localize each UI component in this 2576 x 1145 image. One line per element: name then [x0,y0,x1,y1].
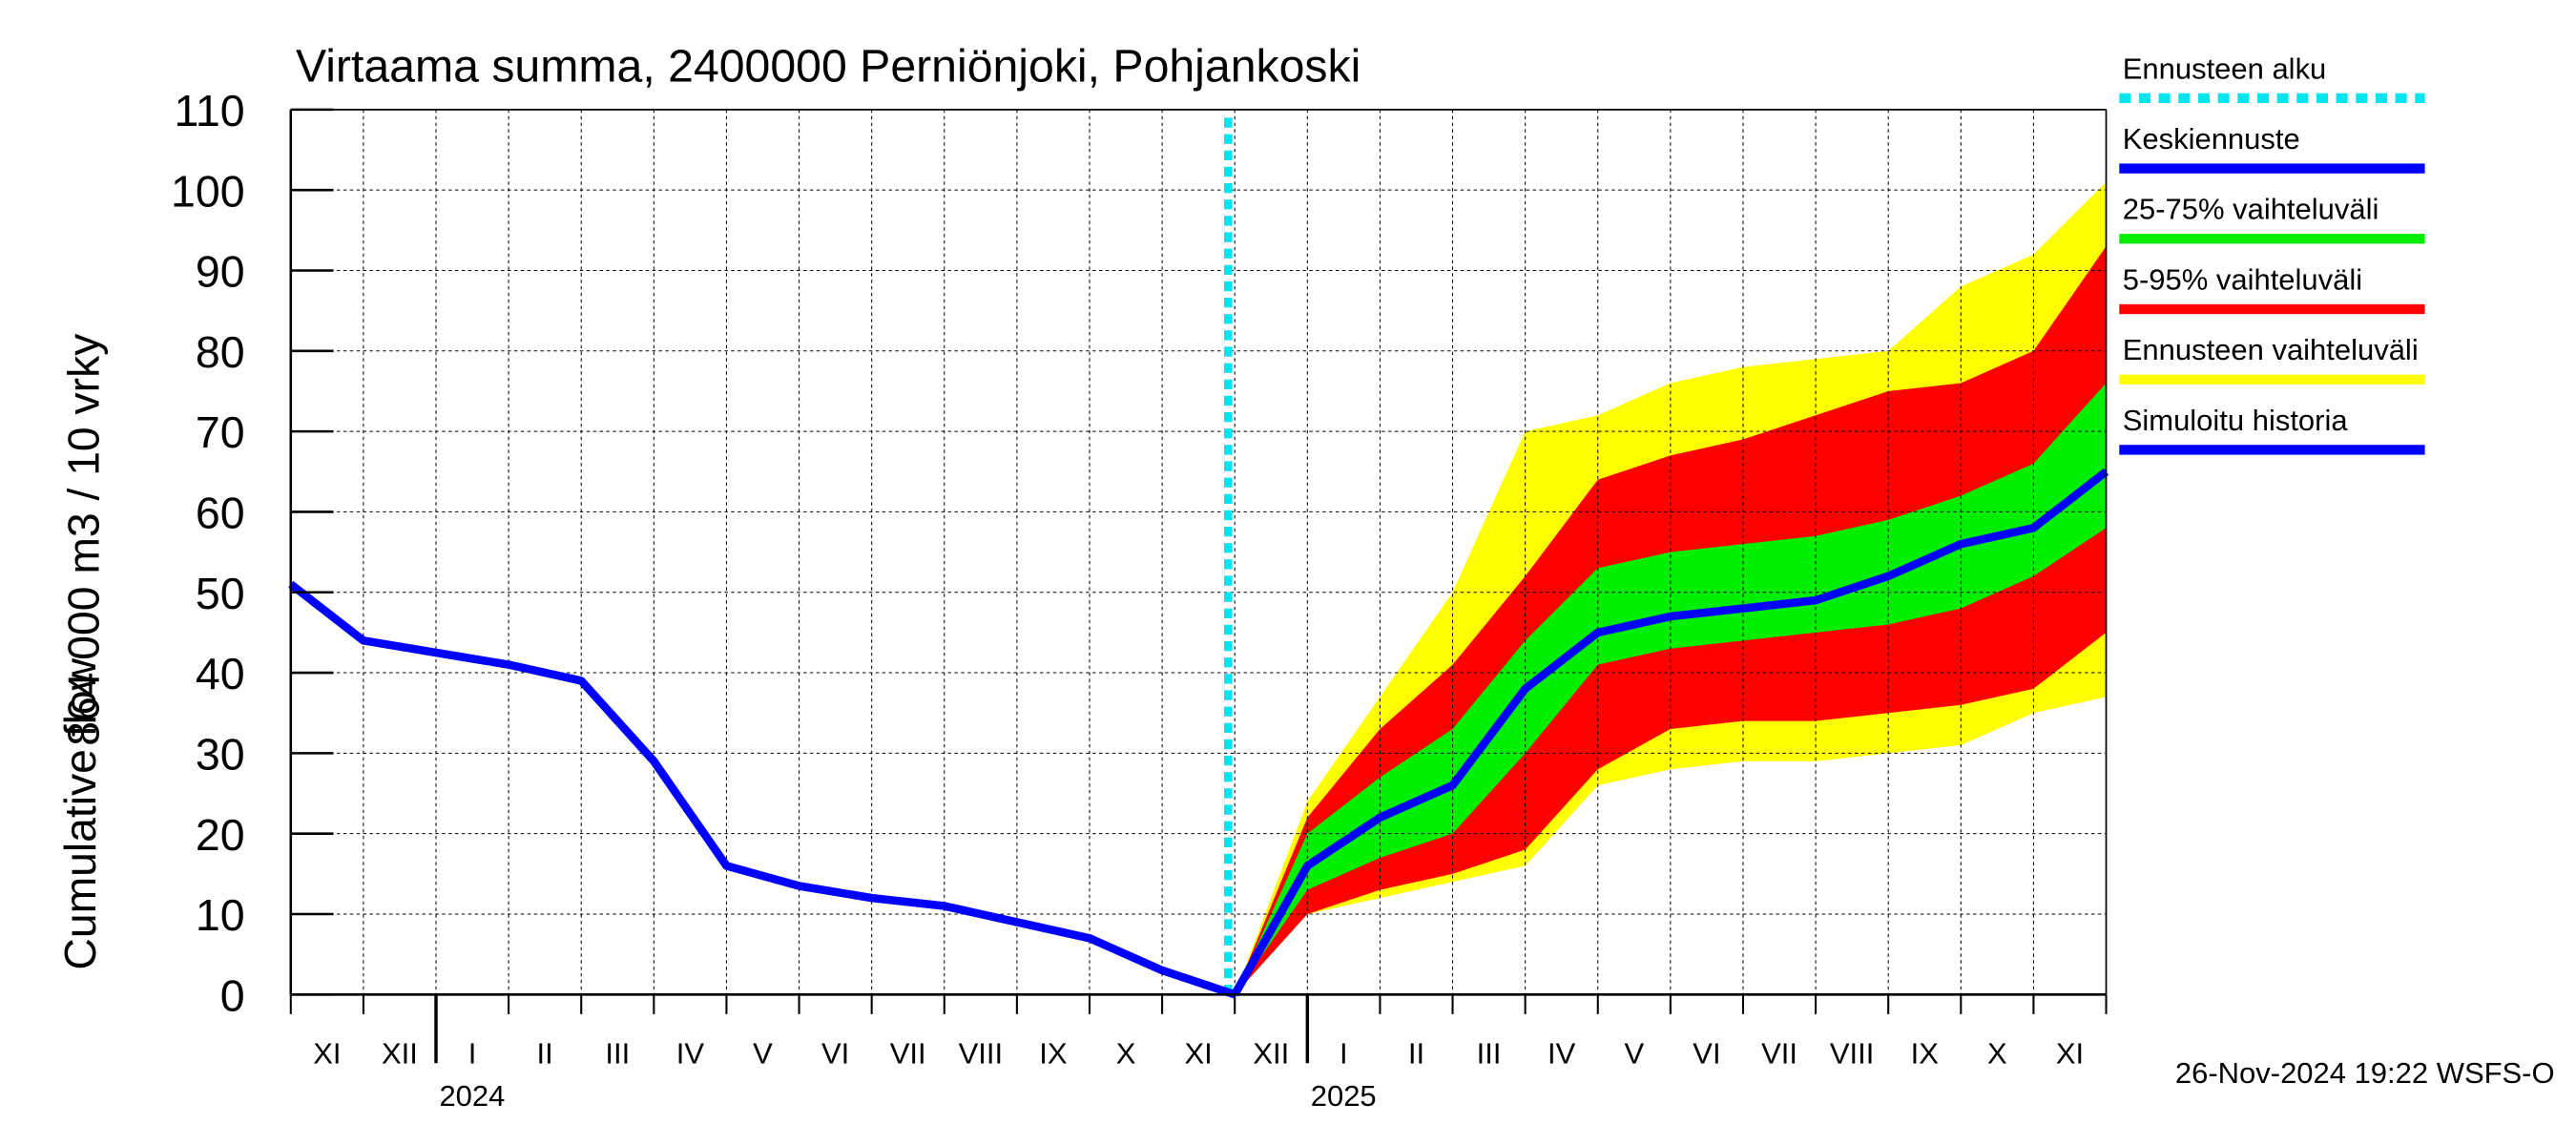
series-line [1231,468,2109,997]
y-tick-label: 30 [196,730,245,780]
x-tick-label: XI [313,1036,341,1070]
x-tick-label: V [753,1036,773,1070]
x-tick-label: XII [1253,1036,1289,1070]
year-label: 2024 [439,1079,505,1113]
x-tick-label: VIII [959,1036,1003,1070]
x-tick-label: II [1408,1036,1424,1070]
x-tick-label: I [468,1036,477,1070]
legend-label: 5-95% vaihteluväli [2123,262,2362,296]
x-tick-label: X [1116,1036,1136,1070]
y-tick-label: 10 [196,890,245,940]
x-tick-label: VI [821,1036,849,1070]
year-label: 2025 [1311,1079,1377,1113]
x-tick-label: XI [1185,1036,1213,1070]
legend-label: Keskiennuste [2123,122,2300,156]
y-tick-label: 80 [196,327,245,377]
x-tick-label: VIII [1830,1036,1874,1070]
x-tick-label: VII [890,1036,926,1070]
x-tick-label: XII [382,1036,418,1070]
x-tick-label: IX [1911,1036,1939,1070]
x-tick-label: X [1987,1036,2007,1070]
legend-label: Simuloitu historia [2123,404,2349,437]
x-tick-label: V [1624,1036,1644,1070]
y-tick-label: 60 [196,489,245,538]
x-tick-label: VII [1761,1036,1797,1070]
x-tick-label: III [605,1036,630,1070]
y-axis-label: 864 000 m3 / 10 vrky [58,333,108,746]
y-tick-label: 20 [196,810,245,860]
x-tick-label: I [1340,1036,1348,1070]
y-tick-label: 90 [196,247,245,297]
series-line [288,580,1236,999]
y-tick-label: 110 [174,86,244,135]
legend-label: Ennusteen alku [2123,52,2327,85]
legend-label: 25-75% vaihteluväli [2123,193,2379,226]
x-tick-label: II [537,1036,553,1070]
y-tick-label: 0 [220,971,245,1021]
y-tick-label: 40 [196,649,245,698]
y-tick-label: 70 [196,407,245,457]
legend-label: Ennusteen vaihteluväli [2123,333,2419,366]
y-tick-label: 100 [171,166,245,216]
y-axis-label: Cumulative flow [55,657,105,969]
chart-title: Virtaama summa, 2400000 Perniönjoki, Poh… [296,41,1361,93]
x-tick-label: IX [1039,1036,1067,1070]
x-tick-label: VI [1693,1036,1720,1070]
footer: 26-Nov-2024 19:22 WSFS-O [2175,1056,2555,1090]
x-tick-label: IV [676,1036,705,1070]
y-tick-label: 50 [196,569,245,618]
x-tick-label: XI [2056,1036,2084,1070]
x-tick-label: IV [1548,1036,1576,1070]
x-tick-label: III [1477,1036,1502,1070]
